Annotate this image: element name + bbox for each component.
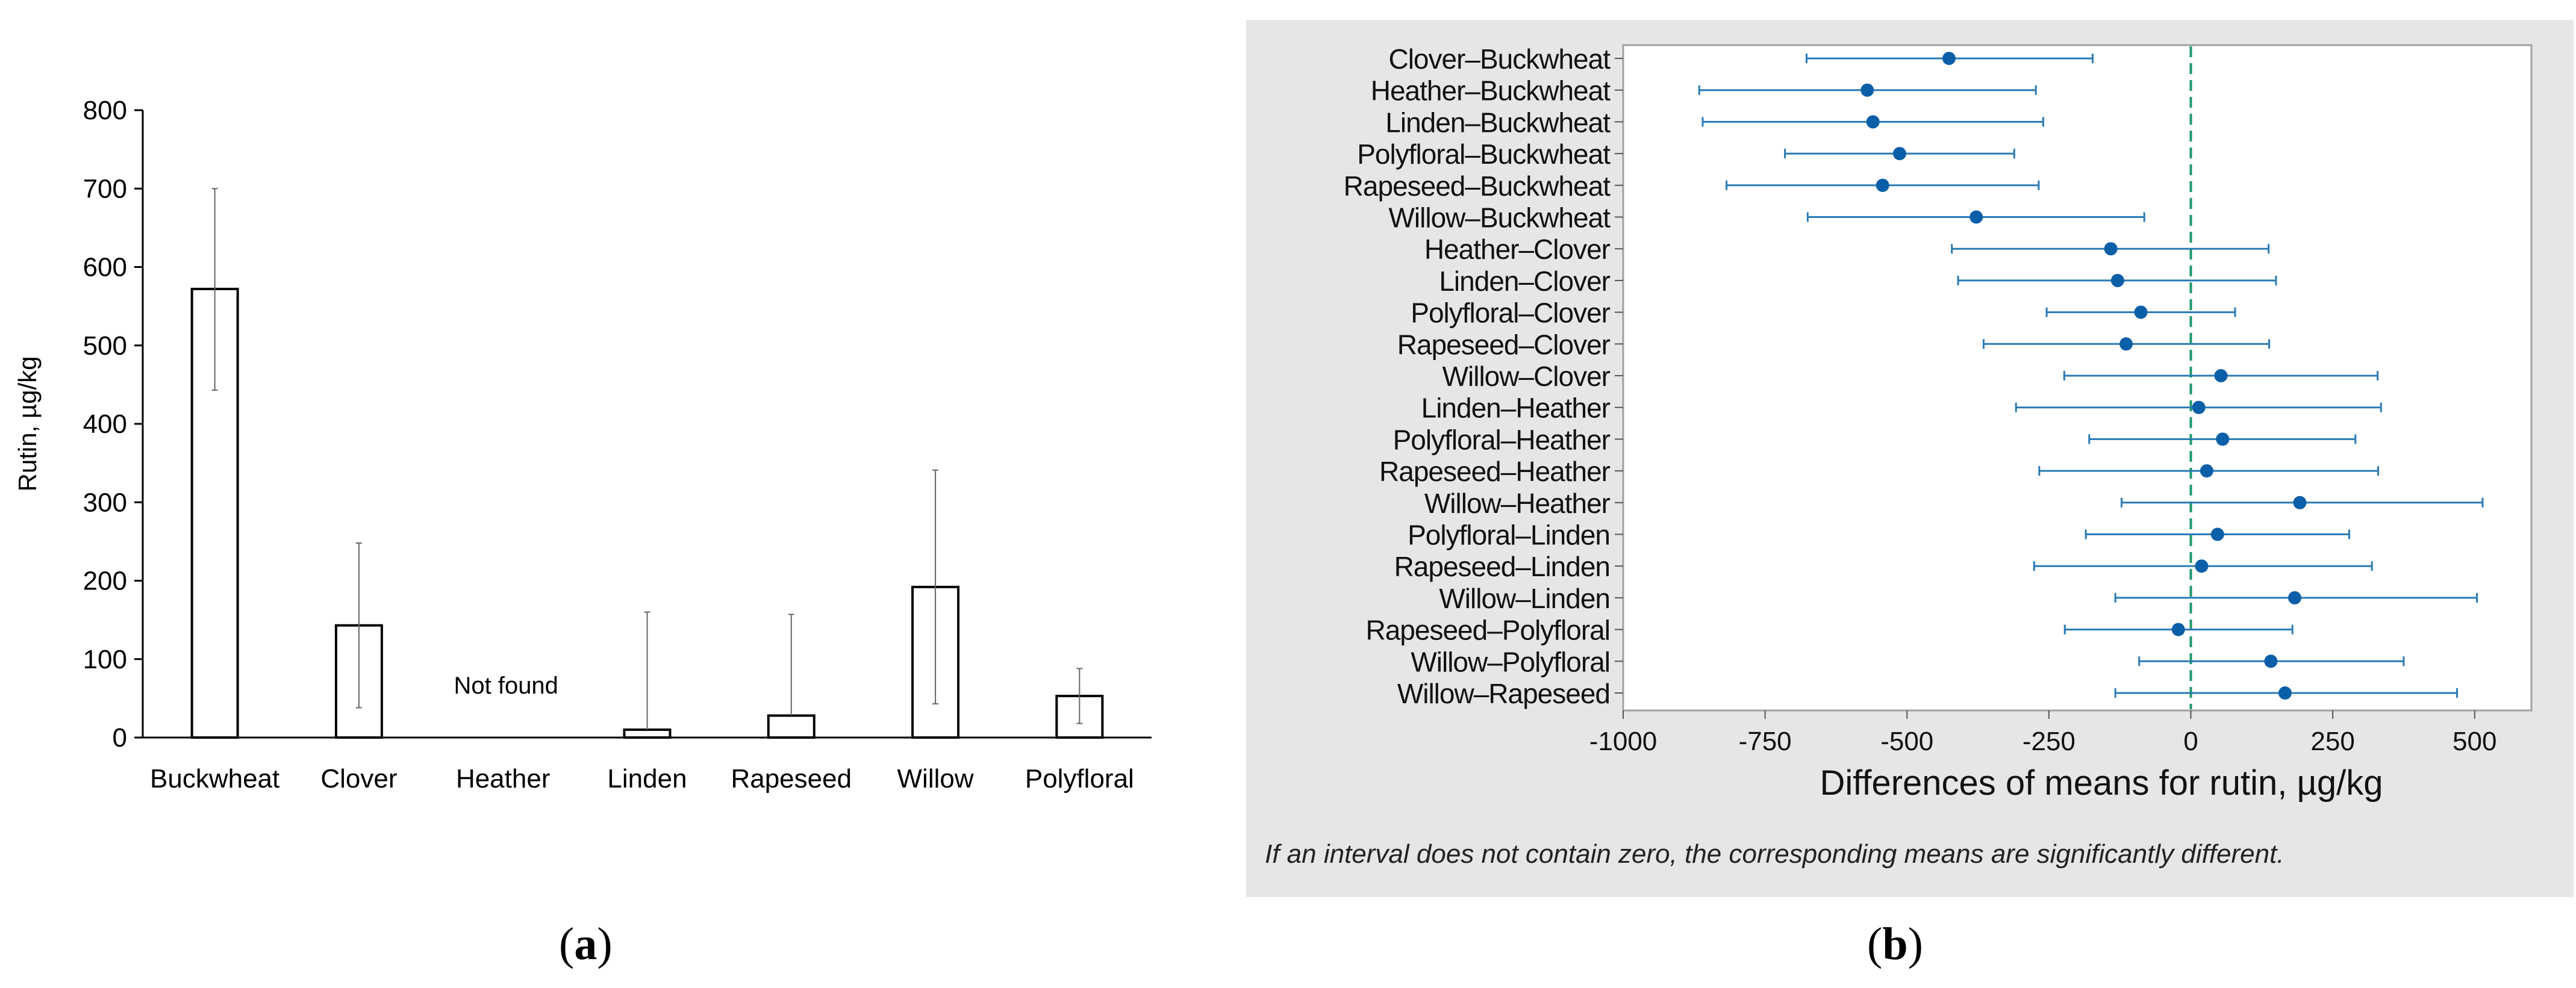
comparison-label: Polyfloral–Clover — [1411, 297, 1610, 329]
comparison-label: Willow–Linden — [1439, 583, 1610, 614]
x-tick-label: Clover — [320, 764, 397, 794]
x-tick-label: -750 — [1739, 727, 1792, 756]
x-tick-label: -1000 — [1589, 727, 1658, 756]
x-tick-label: 250 — [2310, 727, 2354, 756]
comparison-label: Rapeseed–Buckwheat — [1344, 170, 1611, 202]
interval-plot-differences: Clover–BuckwheatHeather–BuckwheatLinden–… — [1246, 20, 2574, 897]
comparison-label: Rapeseed–Heather — [1379, 456, 1611, 487]
comparison-label: Heather–Clover — [1424, 234, 1611, 265]
mean-point — [2195, 559, 2209, 573]
x-tick-label: Rapeseed — [731, 764, 852, 794]
mean-point — [1969, 210, 1983, 224]
mean-point — [2288, 591, 2301, 604]
panel-label-a: (a) — [559, 919, 613, 969]
comparison-label: Willow–Polyfloral — [1411, 646, 1610, 677]
mean-point — [2119, 337, 2133, 351]
comparison-label: Polyfloral–Heather — [1393, 424, 1611, 455]
x-tick-label: Buckwheat — [150, 764, 279, 794]
y-tick-label: 100 — [83, 645, 127, 674]
x-tick-label: Willow — [897, 764, 974, 794]
mean-point — [2200, 464, 2213, 478]
x-tick-label: Polyfloral — [1025, 764, 1134, 794]
y-tick-label: 200 — [83, 567, 127, 596]
y-tick-label: 400 — [83, 409, 127, 439]
mean-point — [1860, 83, 1874, 97]
comparison-label: Willow–Buckwheat — [1389, 202, 1611, 234]
mean-point — [2293, 496, 2307, 509]
mean-point — [2214, 369, 2228, 382]
y-tick-label: 500 — [83, 331, 127, 361]
x-tick-label: -500 — [1880, 727, 1933, 756]
comparison-label: Linden–Buckwheat — [1385, 107, 1611, 138]
comparison-label: Willow–Rapeseed — [1397, 678, 1610, 709]
x-axis-title: Differences of means for rutin, µg/kg — [1820, 763, 2383, 803]
comparison-label: Linden–Heather — [1421, 393, 1611, 424]
comparison-label: Linden–Clover — [1439, 266, 1610, 297]
mean-point — [2171, 623, 2185, 636]
x-tick-label: Linden — [607, 764, 687, 794]
mean-point — [2104, 242, 2118, 256]
x-tick-label: -250 — [2022, 727, 2075, 756]
panel-label-b: (b) — [1867, 919, 1923, 969]
comparison-label: Polyfloral–Buckwheat — [1357, 138, 1611, 170]
mean-point — [2278, 686, 2292, 700]
y-tick-label: 800 — [83, 96, 127, 125]
x-tick-label: 500 — [2453, 727, 2496, 756]
y-tick-label: 600 — [83, 253, 127, 282]
x-tick-label: 0 — [2183, 727, 2198, 756]
annotation-not-found: Not found — [454, 673, 558, 699]
comparison-label: Willow–Clover — [1442, 361, 1611, 392]
mean-point — [2210, 527, 2224, 541]
comparison-label: Rapeseed–Clover — [1397, 329, 1611, 360]
mean-point — [1942, 52, 1956, 65]
mean-point — [1876, 178, 1889, 192]
comparison-label: Willow–Heather — [1424, 488, 1611, 519]
mean-point — [2110, 273, 2124, 287]
mean-point — [1866, 115, 1880, 129]
y-tick-label: 0 — [113, 723, 127, 753]
x-tick-label: Heather — [456, 764, 550, 794]
comparison-label: Rapeseed–Linden — [1394, 551, 1610, 582]
mean-point — [2192, 400, 2206, 414]
mean-point — [1892, 147, 1906, 161]
comparison-label: Rapeseed–Polyfloral — [1366, 615, 1611, 646]
plot-area — [1622, 44, 2533, 712]
y-tick-label: 300 — [83, 488, 127, 517]
mean-point — [2134, 305, 2148, 319]
comparison-label: Polyfloral–Linden — [1408, 520, 1610, 551]
y-tick-label: 700 — [83, 174, 127, 204]
mean-point — [2216, 432, 2230, 446]
footnote: If an interval does not contain zero, th… — [1265, 839, 2284, 869]
mean-point — [2264, 654, 2278, 668]
bar-chart-rutin: 0 100 200 300 400 500 600 700 800 Buckwheat Clover… — [13, 96, 1152, 794]
comparison-label: Clover–Buckwheat — [1388, 43, 1611, 75]
y-axis-title: Rutin, µg/kg — [13, 356, 42, 492]
bar — [767, 714, 816, 739]
comparison-label: Heather–Buckwheat — [1371, 75, 1611, 107]
